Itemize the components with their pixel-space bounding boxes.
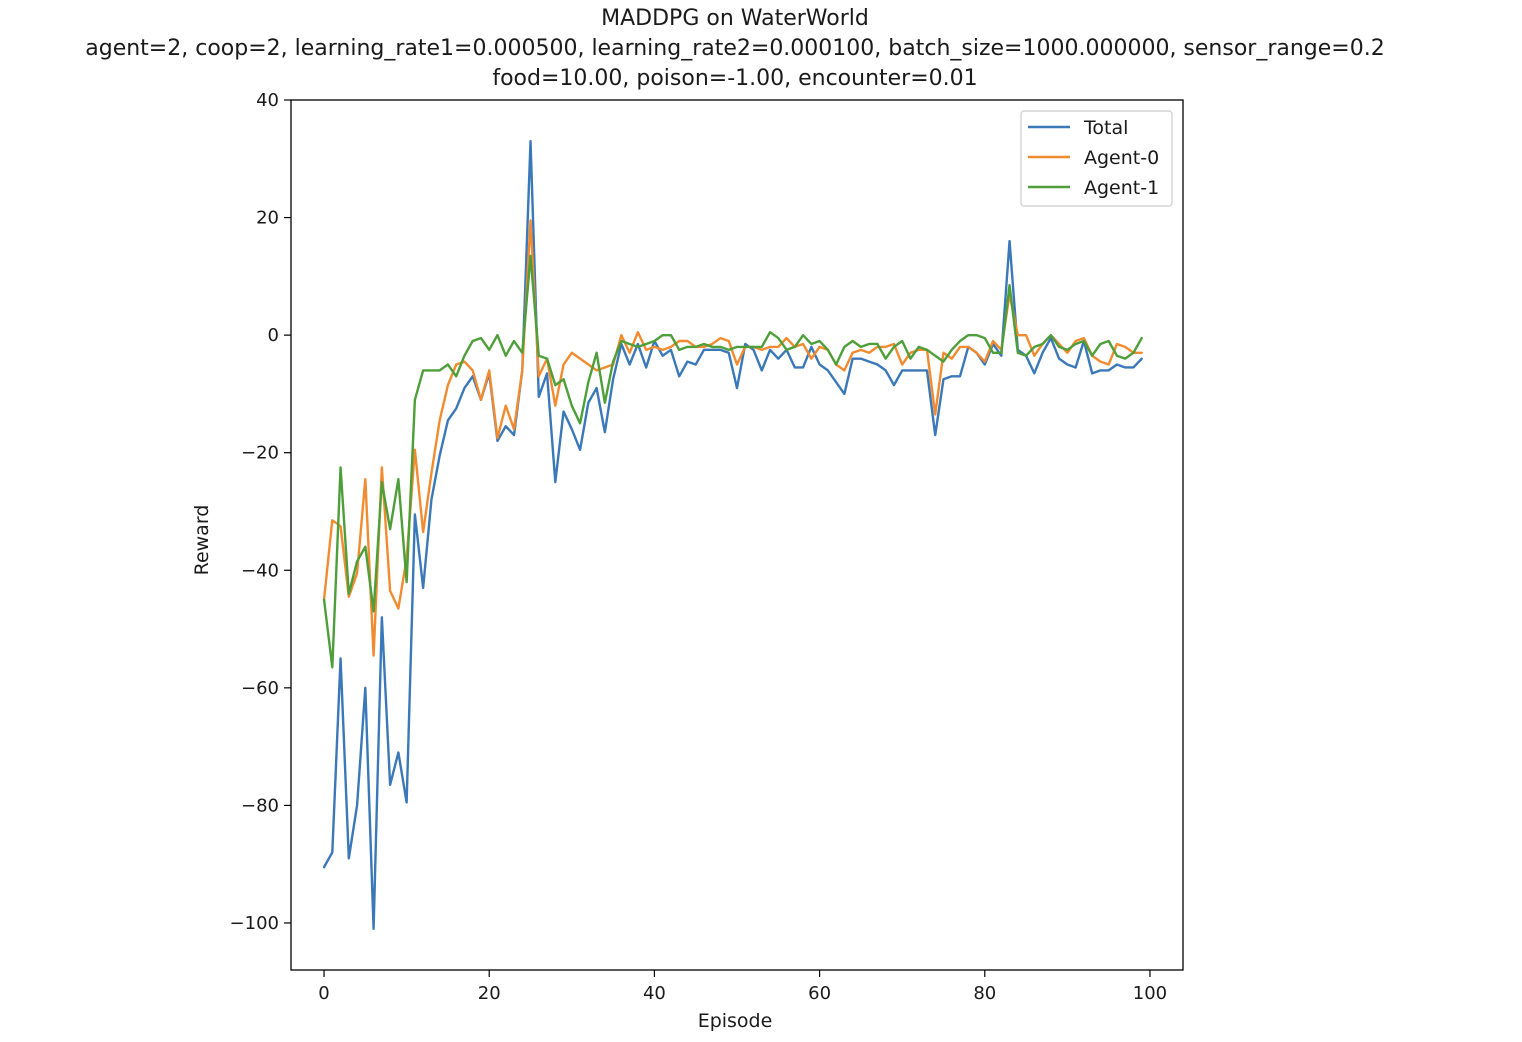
y-tick-label: −60: [241, 678, 279, 699]
chart-subtitle-line-1: agent=2, coop=2, learning_rate1=0.000500…: [85, 36, 1385, 61]
legend-label-total: Total: [1083, 117, 1128, 139]
x-tick-label: 0: [318, 983, 329, 1004]
series-line-total: [322, 139, 1143, 931]
y-tick-label: 20: [256, 208, 279, 229]
legend-entries: Total Agent-0 Agent-1: [1028, 117, 1159, 199]
series-line-agent-0: [322, 219, 1143, 657]
chart-subtitle-line-2: food=10.00, poison=-1.00, encounter=0.01: [492, 66, 978, 91]
x-axis-label: Episode: [698, 1010, 773, 1032]
legend-label-agent-1: Agent-1: [1084, 177, 1159, 199]
x-tick-label: 80: [973, 983, 996, 1004]
x-tick-label: 100: [1133, 983, 1167, 1004]
y-tick-label: −20: [241, 443, 279, 464]
y-tick-label: −40: [241, 560, 279, 581]
series-line-agent-1: [322, 254, 1143, 669]
chart-title: MADDPG on WaterWorld: [601, 6, 869, 31]
series-layer: [322, 139, 1143, 931]
axes-frame: [290, 99, 1184, 971]
x-tick-label: 20: [478, 983, 501, 1004]
y-axis-label: Reward: [191, 505, 213, 576]
x-tick-label: 40: [643, 983, 666, 1004]
x-axis-ticks: 0 20 40 60 80 100: [318, 970, 1167, 1004]
x-tick-label: 60: [808, 983, 831, 1004]
legend-box: [1020, 110, 1173, 207]
legend-label-agent-0: Agent-0: [1084, 147, 1159, 169]
y-tick-label: 40: [256, 90, 279, 111]
legend: Total Agent-0 Agent-1: [1020, 110, 1173, 207]
y-tick-label: 0: [268, 325, 279, 346]
y-tick-label: −80: [241, 795, 279, 816]
y-tick-label: −100: [230, 913, 279, 934]
y-axis-ticks: 40 20 0 −20 −40 −60 −80 −100: [230, 90, 291, 934]
